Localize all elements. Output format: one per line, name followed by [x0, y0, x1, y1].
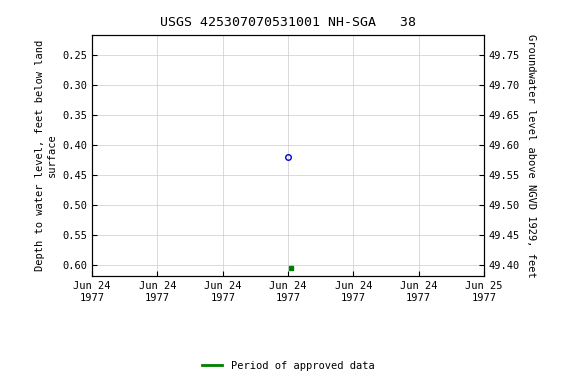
Legend: Period of approved data: Period of approved data [198, 357, 378, 375]
Y-axis label: Depth to water level, feet below land
surface: Depth to water level, feet below land su… [35, 40, 57, 271]
Y-axis label: Groundwater level above NGVD 1929, feet: Groundwater level above NGVD 1929, feet [525, 34, 536, 277]
Title: USGS 425307070531001 NH-SGA   38: USGS 425307070531001 NH-SGA 38 [160, 16, 416, 29]
